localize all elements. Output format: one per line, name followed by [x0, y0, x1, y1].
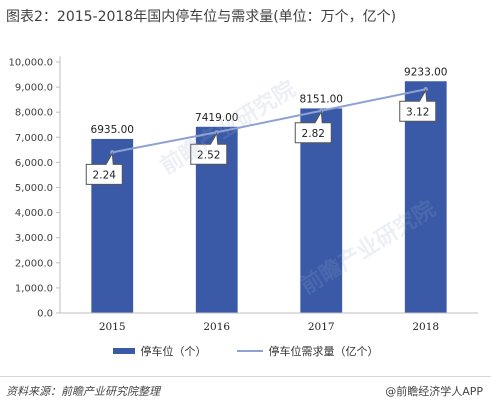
- chart-title: 图表2：2015-2018年国内停车位与需求量(单位：万个，亿个): [6, 9, 397, 25]
- line-value-label: 3.12: [406, 106, 429, 118]
- legend-label-line: 停车位需求量（亿个）: [268, 345, 379, 358]
- line-series: 2.24 2.52 2.82 3.12: [85, 87, 437, 185]
- y-tick-label: 8,000.0: [15, 108, 53, 119]
- line-value-label: 2.52: [197, 149, 220, 161]
- y-tick-label: 1,000.0: [15, 283, 53, 294]
- line-value-callout: [190, 131, 228, 165]
- y-tick-label: 0.0: [37, 309, 53, 320]
- y-tick-label: 3,000.0: [15, 233, 53, 244]
- legend-swatch-bar: [112, 348, 135, 354]
- bar-value-label: 9233.00: [404, 66, 447, 78]
- legend-label-bar: 停车位（个）: [140, 345, 207, 358]
- y-tick-label: 6,000.0: [15, 158, 53, 169]
- line-value-callout: [85, 151, 123, 185]
- line-path: [112, 88, 426, 154]
- source-note: 资料来源：前瞻产业研究院整理: [6, 385, 160, 398]
- y-tick-label: 10,000.0: [8, 58, 53, 69]
- bar-series: 6935.00 7419.00 8151.00 9233.00: [91, 66, 447, 313]
- line-value-label: 2.24: [93, 169, 117, 181]
- y-tick-label: 4,000.0: [15, 208, 53, 219]
- x-tick-label: 2015: [99, 321, 126, 333]
- x-tick-label: 2018: [412, 321, 439, 333]
- legend: 停车位（个） 停车位需求量（亿个）: [0, 340, 491, 362]
- y-tick-label: 2,000.0: [15, 258, 53, 269]
- y-tick-label: 7,000.0: [15, 133, 53, 144]
- y-tick-label: 5,000.0: [15, 183, 53, 194]
- chart-area: 0.0 1,000.0 2,000.0 3,000.0 4,000.0 5,000.0 6,…: [8, 56, 478, 333]
- legend-item-bar: 停车位（个）: [112, 343, 207, 359]
- legend-item-line: 停车位需求量（亿个）: [236, 343, 379, 359]
- x-axis: 2015 2016 2017 2018: [60, 312, 478, 333]
- bar-value-label: 7419.00: [195, 112, 238, 124]
- y-axis: 0.0 1,000.0 2,000.0 3,000.0 4,000.0 5,000.0 6,…: [8, 56, 61, 320]
- y-tick-label: 9,000.0: [15, 83, 53, 94]
- footer-divider: [0, 376, 491, 377]
- bar-value-label: 6935.00: [91, 124, 134, 136]
- line-value-label: 2.82: [302, 128, 325, 140]
- legend-swatch-line: [236, 350, 263, 352]
- line-value-callout: [294, 110, 332, 144]
- bar-value-label: 8151.00: [300, 93, 343, 105]
- x-tick-label: 2017: [308, 321, 335, 333]
- credit-label: @前瞻经济学人APP: [385, 385, 483, 398]
- line-value-callout: [399, 88, 437, 122]
- x-tick-label: 2016: [203, 321, 230, 333]
